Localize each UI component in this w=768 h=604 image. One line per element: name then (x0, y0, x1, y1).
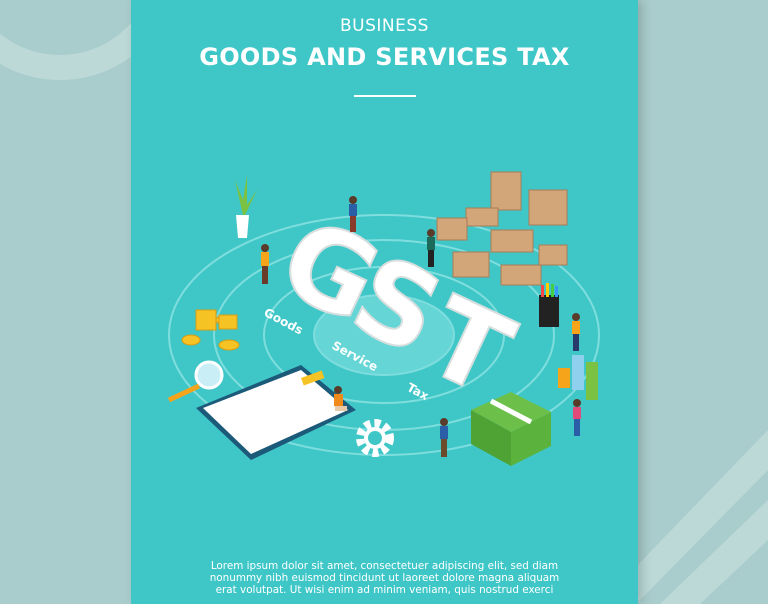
bg-circle-inner (0, 0, 147, 55)
title-divider (354, 95, 416, 97)
person-icon (349, 196, 357, 232)
body-text: Lorem ipsum dolor sit amet, consectetuer… (171, 560, 598, 596)
boxes-icon (436, 171, 568, 286)
person-icon (573, 399, 581, 436)
magnifier-icon (167, 360, 224, 403)
poster: BUSINESS GOODS AND SERVICES TAX G S T Go… (131, 0, 638, 604)
person-icon (440, 418, 448, 457)
body-line: erat volutpat. Ut wisi enim ad minim ven… (215, 584, 554, 596)
person-icon (427, 229, 435, 267)
pencil-cup-icon (539, 283, 559, 327)
clipboard-report-icon (196, 365, 356, 460)
coins-icon (181, 309, 240, 351)
money-stack-icon (471, 392, 551, 466)
person-icon (334, 386, 347, 411)
gst-illustration: G S T Goods Service Tax (167, 171, 600, 466)
body-line: Lorem ipsum dolor sit amet, consectetuer… (210, 560, 559, 572)
rings (168, 214, 600, 456)
people (261, 196, 581, 457)
gear-icon (356, 419, 394, 457)
poster-title: GOODS AND SERVICES TAX (199, 43, 570, 71)
bar-chart-icon (558, 355, 598, 400)
bg-stripe (600, 430, 768, 604)
person-icon (261, 244, 269, 284)
person-icon (572, 313, 580, 351)
plant-icon (235, 175, 257, 238)
body-line: nonummy nibh euismod tincidunt ut laoree… (209, 572, 560, 584)
bg-stripe (660, 500, 768, 604)
category-label: BUSINESS (340, 16, 429, 36)
